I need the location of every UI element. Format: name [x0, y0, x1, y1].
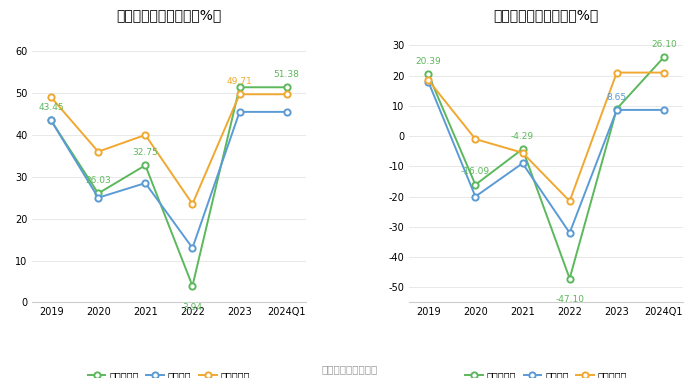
Line: 公司净利率: 公司净利率	[425, 54, 667, 282]
行业中位数	[659, 70, 668, 75]
Line: 行业均值: 行业均值	[48, 109, 290, 251]
行业中位数	[612, 70, 621, 75]
Text: 43.45: 43.45	[38, 103, 64, 112]
公司净利率	[659, 55, 668, 59]
公司净利率	[471, 183, 480, 187]
行业均值	[566, 231, 574, 235]
Text: 32.75: 32.75	[132, 148, 158, 157]
Text: 51.38: 51.38	[274, 70, 300, 79]
Line: 行业中位数: 行业中位数	[425, 70, 667, 204]
Text: 26.03: 26.03	[85, 176, 111, 185]
Text: -47.10: -47.10	[555, 295, 584, 304]
Text: 8.65: 8.65	[607, 93, 626, 102]
公司毛利率	[94, 191, 102, 196]
Text: 26.10: 26.10	[651, 40, 677, 49]
行业均值	[94, 195, 102, 200]
Text: 数据来源：恒生聚源: 数据来源：恒生聚源	[322, 364, 378, 374]
行业均值	[235, 110, 244, 114]
公司净利率	[612, 107, 621, 111]
行业中位数	[566, 199, 574, 203]
行业中位数	[283, 92, 291, 96]
Line: 行业中位数: 行业中位数	[48, 91, 290, 207]
Line: 公司毛利率: 公司毛利率	[48, 84, 290, 289]
Text: 20.39: 20.39	[415, 57, 441, 66]
行业中位数	[94, 149, 102, 154]
Legend: 公司净利率, 行业均值, 行业中位数: 公司净利率, 行业均值, 行业中位数	[461, 367, 631, 378]
Text: -16.09: -16.09	[461, 167, 490, 177]
Line: 行业均值: 行业均值	[425, 79, 667, 236]
Title: 历年毛利率变化情况（%）: 历年毛利率变化情况（%）	[116, 8, 221, 22]
行业均值	[424, 79, 433, 84]
公司毛利率	[47, 118, 55, 123]
行业均值	[659, 108, 668, 112]
公司毛利率	[235, 85, 244, 90]
行业均值	[188, 246, 197, 250]
Text: 3.94: 3.94	[183, 302, 202, 311]
Text: 49.71: 49.71	[227, 77, 253, 86]
Text: -4.29: -4.29	[511, 132, 534, 141]
公司毛利率	[188, 284, 197, 288]
行业中位数	[235, 92, 244, 96]
公司净利率	[518, 147, 526, 151]
Legend: 公司毛利率, 行业均值, 行业中位数: 公司毛利率, 行业均值, 行业中位数	[84, 367, 254, 378]
行业中位数	[471, 137, 480, 141]
行业均值	[141, 181, 150, 185]
公司净利率	[424, 72, 433, 77]
公司毛利率	[283, 85, 291, 90]
行业均值	[612, 108, 621, 112]
行业中位数	[141, 133, 150, 137]
行业中位数	[424, 78, 433, 82]
公司净利率	[566, 276, 574, 281]
行业中位数	[47, 95, 55, 99]
公司毛利率	[141, 163, 150, 167]
行业均值	[283, 110, 291, 114]
Title: 历年净利率变化情况（%）: 历年净利率变化情况（%）	[494, 8, 598, 22]
行业中位数	[518, 150, 526, 155]
行业均值	[47, 118, 55, 123]
行业中位数	[188, 202, 197, 206]
行业均值	[518, 161, 526, 166]
行业均值	[471, 194, 480, 199]
